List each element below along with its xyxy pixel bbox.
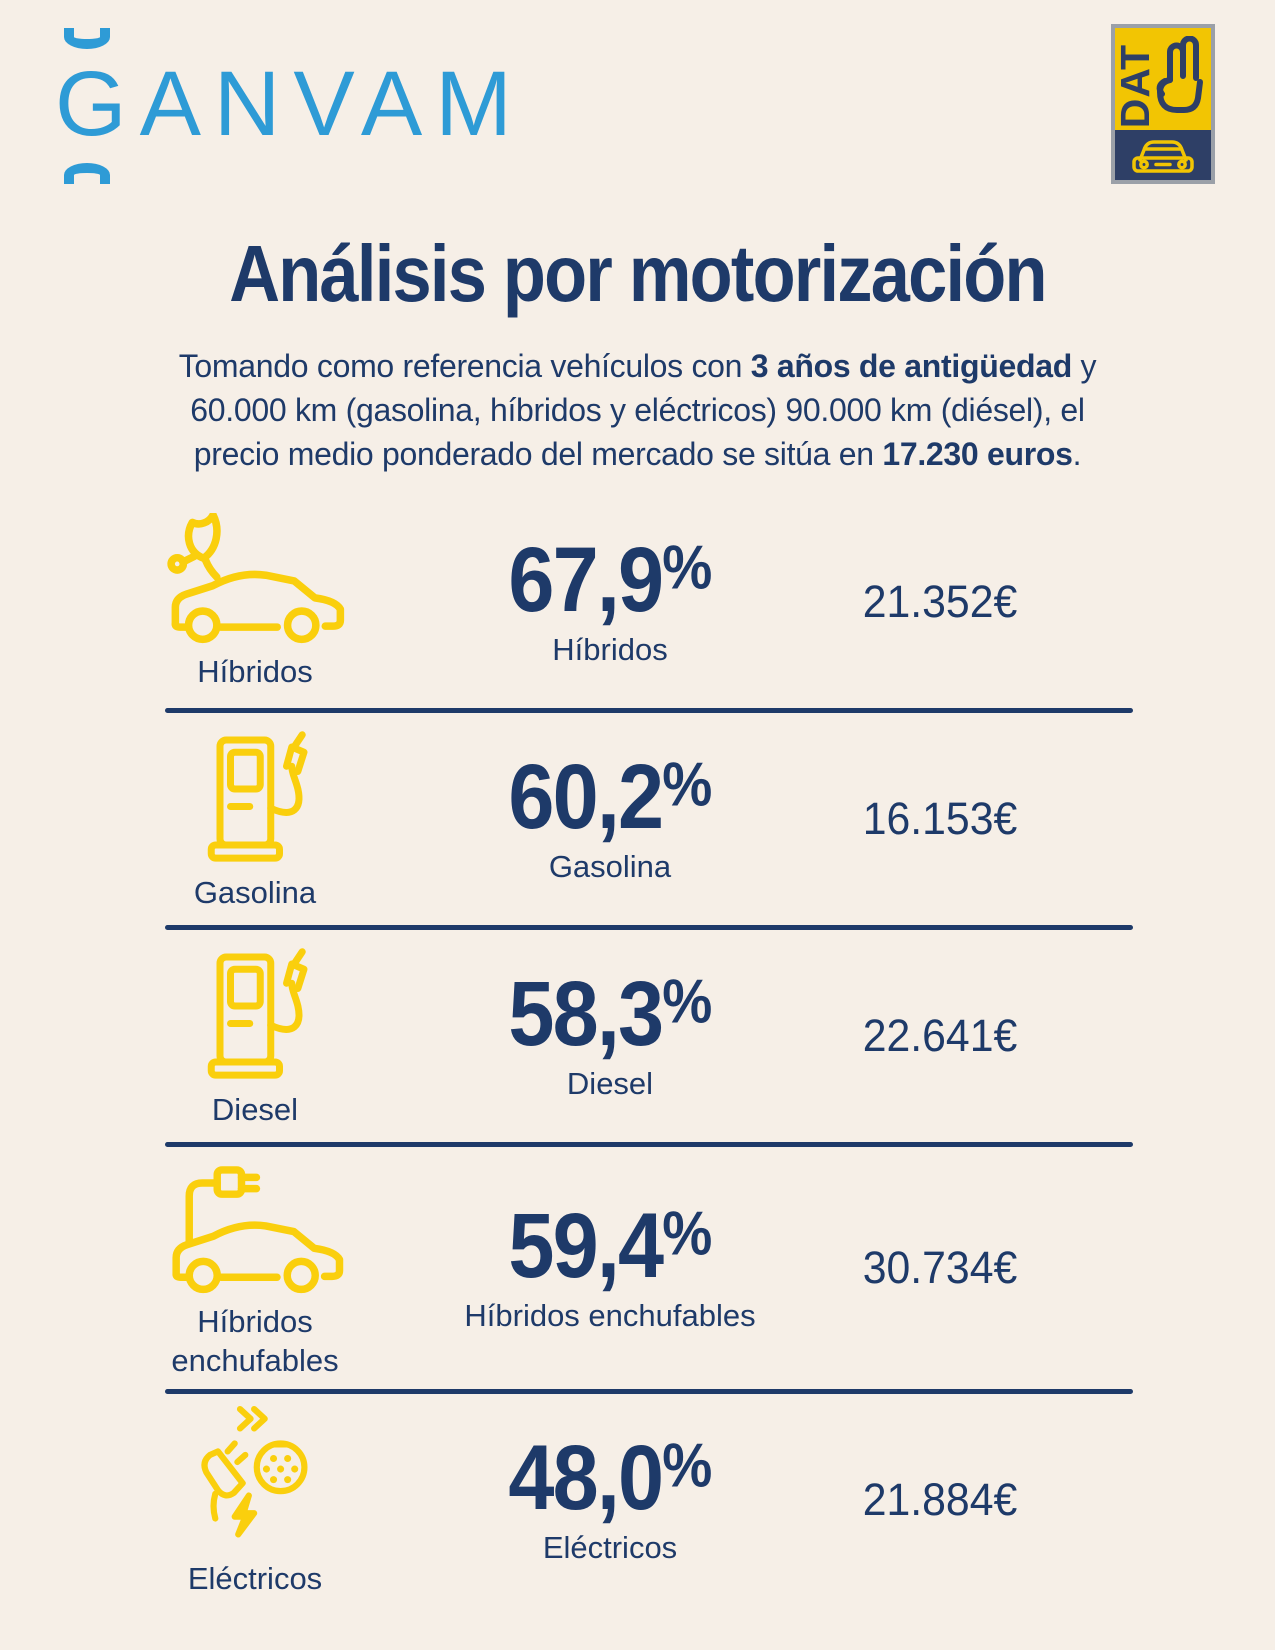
ganvam-logo-g-letter: G — [55, 53, 140, 155]
row-diesel-percent: 58,3% — [507, 962, 713, 1065]
breve-top-arc-icon — [64, 28, 111, 49]
fuel-pump-icon — [207, 731, 308, 862]
row-electricos-percent-label: Eléctricos — [542, 1530, 678, 1566]
car-front-icon — [1132, 140, 1194, 173]
fuel-pump-icon — [207, 948, 308, 1079]
row-gasolina-percent: 60,2% — [507, 745, 713, 848]
page-title: Análisis por motorización — [229, 229, 1047, 318]
row-hibridos-icon-cell: Híbridos — [130, 513, 380, 692]
breve-bottom-arc-icon — [64, 163, 111, 184]
intro-line-2: 60.000 km (gasolina, híbridos y eléctric… — [190, 392, 1085, 429]
row-diesel-icon-cell: Diesel — [130, 943, 380, 1130]
row-hibridos-price: 21.352€ — [862, 576, 1018, 628]
row-divider — [165, 1142, 1133, 1148]
dat-logo-top: DAT — [1112, 28, 1211, 130]
row-electricos: Eléctricos 48,0% Eléctricos 21.884€ — [0, 1394, 1275, 1607]
row-gasolina-price: 16.153€ — [862, 793, 1018, 845]
ganvam-logo-text: ANVAM — [139, 53, 525, 155]
row-gasolina-percent-cell: 60,2% Gasolina — [380, 745, 840, 885]
row-divider — [165, 1388, 1133, 1394]
intro-line-3: precio medio ponderado del mercado se si… — [193, 436, 1082, 473]
dat-logo-text: DAT — [1112, 43, 1158, 128]
plug-in-hybrid-car-icon — [171, 1166, 343, 1294]
row-gasolina-percent-label: Gasolina — [548, 849, 672, 885]
row-hibridos-enchufables: Híbridos enchufables 59,4% Híbridos ench… — [0, 1147, 1275, 1389]
row-hibridos-enchufables-price: 30.734€ — [862, 1242, 1018, 1294]
dat-logo: DAT — [1111, 24, 1215, 184]
intro-paragraph: Tomando como referencia vehículos con 3 … — [0, 344, 1275, 476]
row-gasolina: Gasolina 60,2% Gasolina 16.153€ — [0, 713, 1275, 925]
row-electricos-percent: 48,0% — [507, 1426, 713, 1529]
row-hibridos-percent-label: Híbridos — [552, 632, 668, 668]
row-divider — [165, 925, 1133, 931]
row-diesel-percent-label: Diesel — [566, 1066, 654, 1102]
row-electricos-icon-cell: Eléctricos — [130, 1402, 380, 1599]
row-hibridos-enchufables-percent-cell: 59,4% Híbridos enchufables — [380, 1194, 840, 1334]
row-diesel: Diesel 58,3% Diesel 22.641€ — [0, 930, 1275, 1142]
row-hibridos-enchufables-icon-label: Híbridos enchufables — [171, 1304, 339, 1379]
row-electricos-icon-label: Eléctricos — [187, 1560, 323, 1596]
dat-logo-bottom — [1115, 130, 1211, 180]
ganvam-logo-g: G — [55, 28, 140, 184]
oath-hand-icon — [1156, 36, 1203, 113]
row-hibridos-percent: 67,9% — [507, 528, 713, 631]
row-hibridos-enchufables-percent: 59,4% — [507, 1194, 713, 1297]
row-hibridos-icon-label: Híbridos — [197, 654, 313, 690]
motorization-rows: Híbridos 67,9% Híbridos 21.352€ — [0, 496, 1275, 1606]
row-gasolina-icon-label: Gasolina — [193, 875, 317, 911]
hybrid-car-leaf-icon — [166, 513, 344, 644]
row-diesel-price: 22.641€ — [862, 1010, 1018, 1062]
row-hibridos-percent-cell: 67,9% Híbridos — [380, 528, 840, 668]
row-divider — [165, 708, 1133, 714]
row-diesel-icon-label: Diesel — [211, 1092, 299, 1128]
intro-line-1: Tomando como referencia vehículos con 3 … — [178, 348, 1097, 384]
row-hibridos-enchufables-percent-label: Híbridos enchufables — [464, 1297, 756, 1333]
row-hibridos: Híbridos 67,9% Híbridos 21.352€ — [0, 496, 1275, 708]
ev-charging-icon — [201, 1405, 308, 1538]
row-diesel-percent-cell: 58,3% Diesel — [380, 962, 840, 1102]
row-electricos-percent-cell: 48,0% Eléctricos — [380, 1426, 840, 1566]
row-hibridos-enchufables-icon-cell: Híbridos enchufables — [130, 1155, 380, 1381]
ganvam-logo: G ANVAM — [55, 28, 525, 184]
header: G ANVAM DAT — [0, 0, 1275, 192]
row-gasolina-icon-cell: Gasolina — [130, 726, 380, 913]
row-electricos-price: 21.884€ — [862, 1474, 1018, 1526]
